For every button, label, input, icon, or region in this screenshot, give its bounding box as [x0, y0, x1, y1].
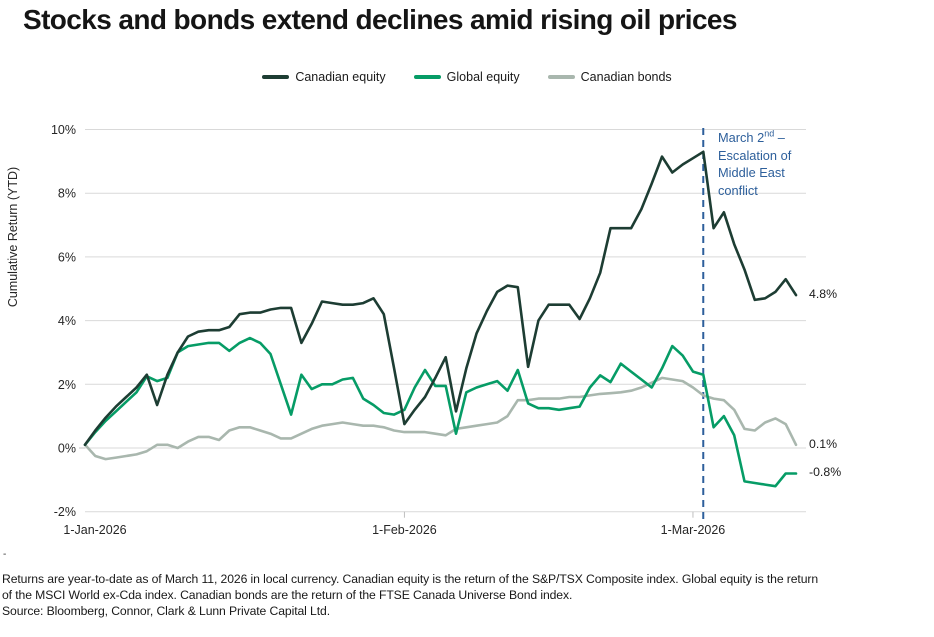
y-tick-label: 0%	[58, 442, 76, 456]
y-tick-label: -2%	[54, 505, 76, 519]
series-line-canadian-bonds	[83, 376, 798, 461]
stray-footnote-mark: -	[3, 549, 7, 560]
annotation-line4: conflict	[718, 182, 758, 198]
annotation-line3: Middle East	[718, 165, 785, 181]
legend-item-global-equity: Global equity	[413, 70, 520, 84]
global-equity-line-swatch-icon	[413, 75, 441, 79]
x-tick-label: 1-Feb-2026	[372, 523, 437, 537]
event-annotation: March 2nd – Escalation of Middle East co…	[718, 126, 836, 199]
series-end-label: 0.1%	[809, 436, 838, 451]
y-tick-label: 8%	[58, 187, 76, 201]
footnote: Returns are year-to-date as of March 11,…	[2, 572, 934, 619]
annotation-line2: Escalation of	[718, 147, 792, 163]
series-end-label: -0.8%	[809, 465, 842, 480]
legend: Canadian equity Global equity Canadian b…	[0, 70, 934, 84]
series-line-canadian-equity	[83, 150, 798, 447]
chart-title: Stocks and bonds extend declines amid ri…	[23, 4, 737, 35]
legend-item-canadian-equity: Canadian equity	[262, 70, 386, 84]
legend-label: Canadian equity	[295, 70, 386, 84]
y-tick-label: 4%	[58, 314, 76, 328]
footnote-line3: Source: Bloomberg, Connor, Clark & Lunn …	[2, 603, 330, 618]
legend-label: Canadian bonds	[580, 70, 672, 84]
series-line-global-equity	[83, 336, 798, 488]
legend-item-canadian-bonds: Canadian bonds	[547, 70, 672, 84]
canadian-equity-line-swatch-icon	[262, 75, 290, 79]
x-tick-label: 1-Jan-2026	[63, 523, 126, 537]
annotation-superscript: nd	[764, 129, 775, 139]
footnote-line1: Returns are year-to-date as of March 11,…	[2, 572, 819, 586]
x-tick-label: 1-Mar-2026	[661, 523, 726, 537]
footnote-line2: of the MSCI World ex-Cda index. Canadian…	[2, 587, 573, 602]
y-axis-title: Cumulative Return (YTD)	[6, 166, 20, 308]
annotation-line1: March 2nd –	[718, 129, 785, 146]
series-end-label: 4.8%	[809, 287, 838, 302]
canadian-bonds-line-swatch-icon	[547, 75, 575, 79]
y-tick-label: 2%	[58, 378, 76, 392]
y-tick-label: 6%	[58, 250, 76, 264]
legend-label: Global equity	[446, 70, 520, 84]
y-tick-label: 10%	[51, 123, 76, 137]
